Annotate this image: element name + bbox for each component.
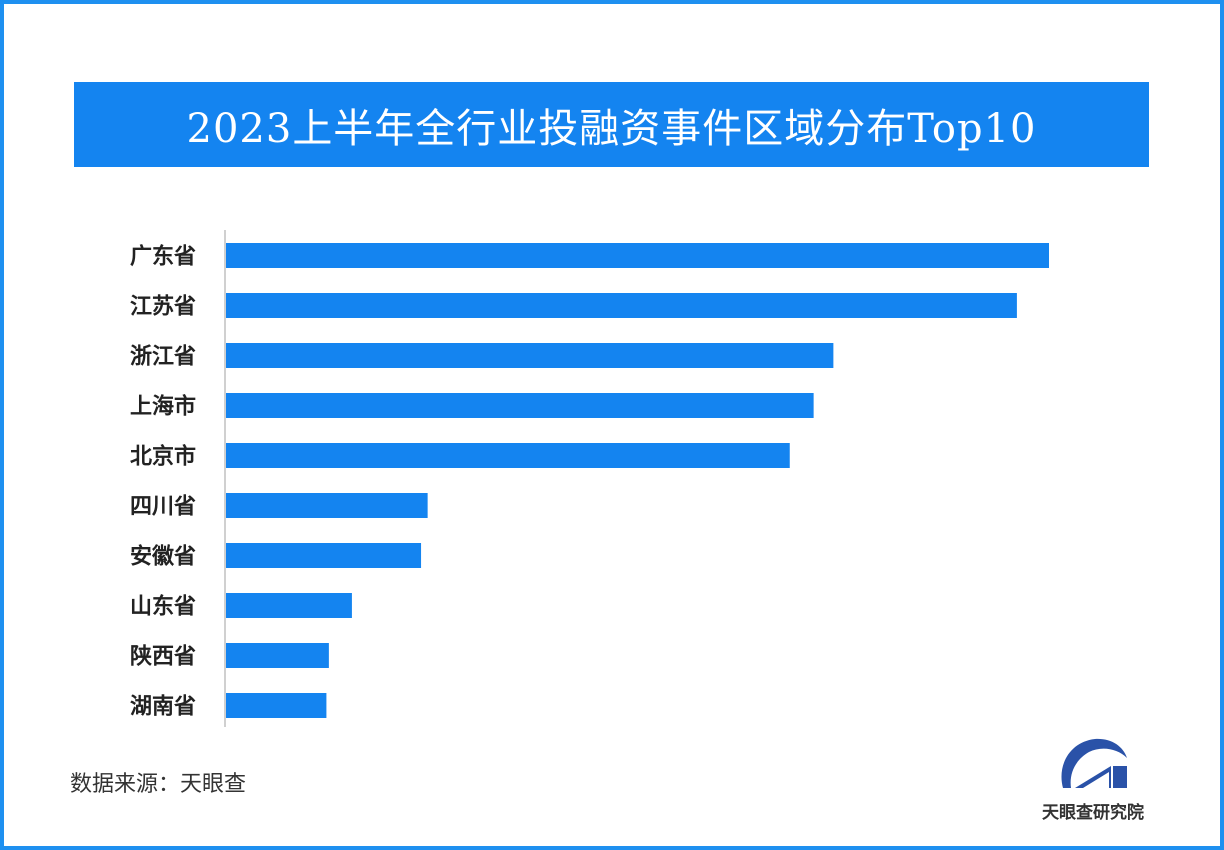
tianyancha-institute-logo: 天眼查研究院 [1028, 736, 1158, 823]
bar-0 [226, 243, 1049, 268]
bar-2 [226, 343, 834, 368]
logo-text: 天眼查研究院 [1042, 803, 1144, 823]
bar-8 [226, 643, 329, 668]
bar-3 [226, 393, 814, 418]
data-source: 数据来源：天眼查 [70, 772, 247, 797]
category-label: 湖南省 [130, 694, 196, 720]
bar-9 [226, 693, 327, 718]
category-label: 山东省 [130, 594, 196, 620]
bar-6 [226, 543, 422, 568]
category-label: 浙江省 [130, 344, 196, 370]
logo-icon [1061, 738, 1127, 788]
chart-title: 2023上半年全行业投融资事件区域分布Top10 [74, 82, 1149, 167]
category-label: 北京市 [130, 444, 196, 470]
bar-7 [226, 593, 352, 618]
category-label: 广东省 [130, 244, 196, 270]
category-label: 陕西省 [130, 644, 196, 670]
bar-4 [226, 443, 790, 468]
bar-1 [226, 293, 1017, 318]
category-label: 上海市 [130, 394, 196, 420]
category-label: 四川省 [130, 494, 196, 520]
category-label: 江苏省 [130, 294, 196, 320]
category-label: 安徽省 [130, 544, 196, 570]
bar-5 [226, 493, 428, 518]
